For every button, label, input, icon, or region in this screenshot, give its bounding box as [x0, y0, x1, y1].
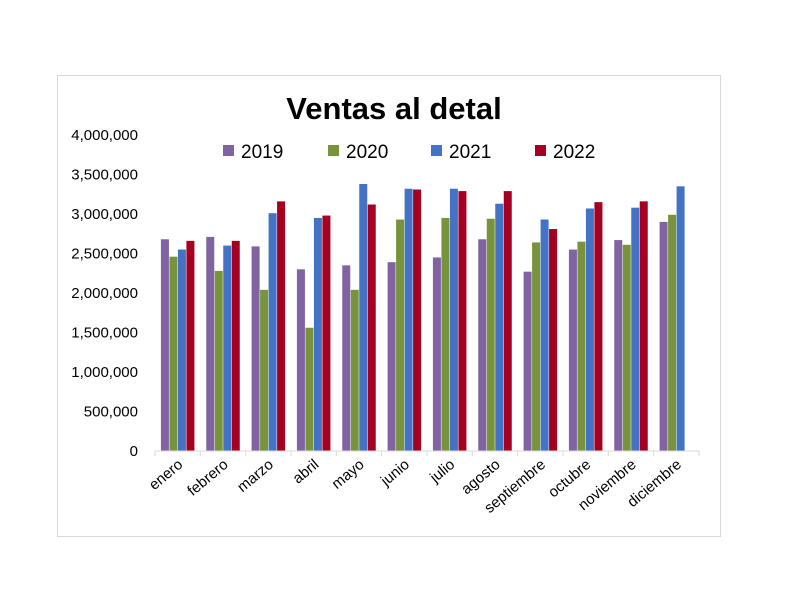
bar-2019-junio — [387, 262, 396, 451]
bar-2020-abril — [305, 327, 314, 451]
bar-2019-marzo — [251, 246, 260, 451]
y-tick-label: 2,500,000 — [71, 246, 138, 263]
bar-2019-mayo — [342, 265, 351, 451]
legend-swatch-2022 — [535, 145, 546, 156]
legend-swatch-2021 — [431, 145, 442, 156]
bars — [160, 183, 685, 451]
bar-2019-abril — [296, 269, 305, 451]
bar-2022-enero — [186, 240, 195, 451]
y-tick-label: 3,500,000 — [71, 167, 138, 184]
bar-2019-agosto — [478, 239, 487, 451]
bar-2020-junio — [396, 219, 405, 451]
bar-2022-mayo — [367, 204, 376, 451]
x-tick-label: abril — [290, 456, 323, 487]
bar-2020-julio — [441, 217, 450, 451]
bar-2019-febrero — [206, 236, 215, 451]
y-tick-label: 4,000,000 — [71, 127, 138, 144]
bar-2019-noviembre — [614, 240, 623, 451]
bar-2021-noviembre — [631, 207, 640, 451]
bar-2020-noviembre — [622, 244, 631, 451]
bar-2021-agosto — [495, 203, 504, 451]
y-tick-label: 3,000,000 — [71, 206, 138, 223]
bar-2021-mayo — [359, 183, 368, 451]
x-tick-label: junio — [377, 456, 413, 490]
bar-2020-febrero — [214, 270, 223, 451]
bar-2022-febrero — [231, 240, 240, 451]
x-tick-label: febrero — [184, 456, 231, 500]
bar-2022-noviembre — [639, 201, 648, 451]
chart-frame: Ventas al detal 2019 2020 2021 2022 0 500,00… — [57, 75, 721, 537]
bar-2021-diciembre — [676, 186, 685, 451]
legend-label-2021: 2021 — [449, 142, 491, 163]
bar-2021-abril — [313, 217, 322, 451]
y-tick-label: 1,500,000 — [71, 325, 138, 342]
bar-2019-diciembre — [659, 221, 668, 451]
bar-2020-octubre — [577, 241, 586, 451]
bar-2021-julio — [449, 188, 458, 451]
bar-2019-enero — [160, 239, 169, 451]
legend-label-2022: 2022 — [553, 142, 595, 163]
y-tick-label: 500,000 — [84, 404, 138, 421]
chart: Ventas al detal 2019 2020 2021 2022 0 500,00… — [71, 91, 700, 517]
bar-2021-octubre — [585, 208, 594, 451]
legend: 2019 2020 2021 2022 — [223, 142, 595, 163]
y-axis: 0 500,000 1,000,000 1,500,000 2,000,000 2,500… — [71, 127, 138, 460]
bar-2021-marzo — [268, 213, 277, 451]
bar-2022-octubre — [594, 202, 603, 451]
bar-2021-junio — [404, 188, 413, 451]
chart-title: Ventas al detal — [286, 91, 501, 126]
bar-2020-marzo — [260, 289, 269, 451]
bar-2020-diciembre — [668, 214, 677, 451]
y-tick-label: 1,000,000 — [71, 364, 138, 381]
bar-2019-septiembre — [523, 271, 532, 451]
legend-label-2019: 2019 — [241, 142, 283, 163]
y-tick-label: 2,000,000 — [71, 285, 138, 302]
x-tick-label: enero — [146, 456, 186, 494]
x-tick-label: marzo — [234, 456, 277, 496]
bar-2021-febrero — [223, 245, 232, 451]
bar-2022-abril — [322, 215, 331, 451]
bar-2022-septiembre — [549, 229, 558, 451]
bar-2020-agosto — [486, 218, 495, 451]
bar-2022-junio — [413, 189, 422, 451]
legend-swatch-2020 — [328, 145, 339, 156]
x-tick-label: mayo — [329, 456, 368, 493]
bar-2022-marzo — [277, 201, 286, 451]
bar-2019-julio — [432, 257, 441, 451]
x-tick-label: julio — [426, 456, 458, 487]
bar-2020-enero — [169, 256, 178, 451]
bar-2022-agosto — [503, 191, 512, 451]
bar-2020-septiembre — [532, 242, 541, 451]
bar-2019-octubre — [568, 249, 577, 451]
bar-2021-septiembre — [540, 219, 549, 451]
legend-label-2020: 2020 — [346, 142, 388, 163]
bar-2020-mayo — [350, 289, 359, 451]
bar-2022-julio — [458, 191, 467, 451]
legend-swatch-2019 — [223, 145, 234, 156]
y-tick-label: 0 — [130, 443, 138, 460]
bar-2021-enero — [177, 249, 186, 451]
